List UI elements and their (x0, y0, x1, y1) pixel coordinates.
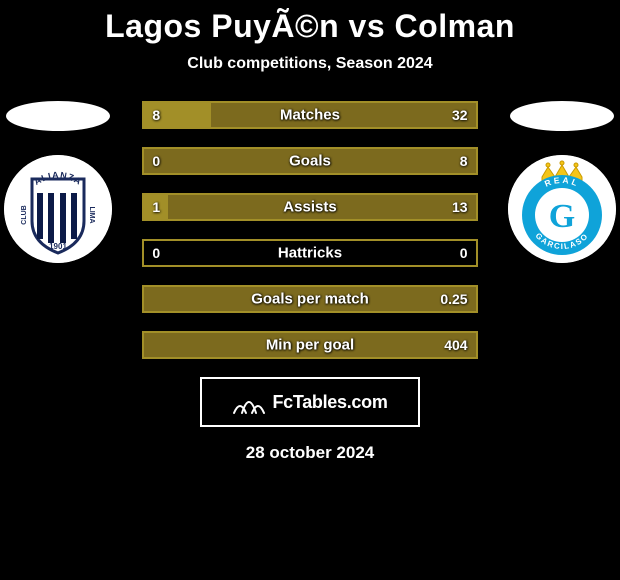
brand-box: FcTables.com (200, 377, 420, 427)
stat-row: 0 Goals 8 (142, 147, 477, 175)
stat-label: Assists (283, 199, 336, 216)
svg-text:LIMA: LIMA (88, 206, 95, 223)
stat-value-right: 404 (444, 337, 467, 353)
bar-fill-right (211, 103, 476, 127)
stat-value-right: 0 (460, 245, 468, 261)
page-title: Lagos PuyÃ©n vs Colman (0, 8, 620, 45)
comparison-row: ALIANZA CLUB LIMA 1901 8Matches320Goals8… (0, 101, 620, 359)
club-crest-left: ALIANZA CLUB LIMA 1901 (4, 155, 112, 263)
brand-text: FcTables.com (272, 392, 387, 413)
player-left-photo-placeholder (6, 101, 110, 131)
stat-value-left: 1 (152, 199, 160, 215)
stat-row: Min per goal 404 (142, 331, 477, 359)
stat-row: 0 Hattricks 0 (142, 239, 477, 267)
stat-label: Matches (280, 107, 340, 124)
fctables-logo-icon (232, 389, 266, 415)
stat-value-right: 13 (452, 199, 468, 215)
club-crest-right: REAL GARCILASO G (508, 155, 616, 263)
date-text: 28 october 2024 (246, 443, 375, 463)
alianza-lima-crest-icon: ALIANZA CLUB LIMA 1901 (4, 155, 112, 263)
stat-label: Min per goal (266, 337, 354, 354)
stat-row: 1 Assists 13 (142, 193, 477, 221)
stat-value-left: 0 (152, 245, 160, 261)
player-right-column: REAL GARCILASO G (508, 101, 616, 263)
stat-value-right: 32 (452, 107, 468, 123)
footer: FcTables.com 28 october 2024 (0, 377, 620, 463)
stat-bars: 8 Matches 32 0 Goals 8 1 Assists 13 0 Hattricks 0 Go… (142, 101, 477, 359)
player-right-photo-placeholder (510, 101, 614, 131)
stat-label: Goals (289, 153, 331, 170)
svg-text:CLUB: CLUB (21, 205, 28, 224)
svg-text:G: G (549, 198, 575, 235)
stat-label: Goals per match (251, 291, 369, 308)
stat-value-right: 8 (460, 153, 468, 169)
subtitle: Club competitions, Season 2024 (0, 55, 620, 73)
stat-value-left: 0 (152, 153, 160, 169)
stat-label: Hattricks (278, 245, 342, 262)
svg-text:1901: 1901 (49, 242, 67, 251)
stat-row: 8 Matches 32 (142, 101, 477, 129)
stat-value-left: 8 (152, 107, 160, 123)
stat-value-right: 0.25 (440, 291, 467, 307)
player-left-column: ALIANZA CLUB LIMA 1901 (4, 101, 112, 263)
comparison-card: Lagos PuyÃ©n vs Colman Club competitions… (0, 0, 620, 463)
stat-row: Goals per match 0.25 (142, 285, 477, 313)
real-garcilaso-crest-icon: REAL GARCILASO G (508, 155, 616, 263)
